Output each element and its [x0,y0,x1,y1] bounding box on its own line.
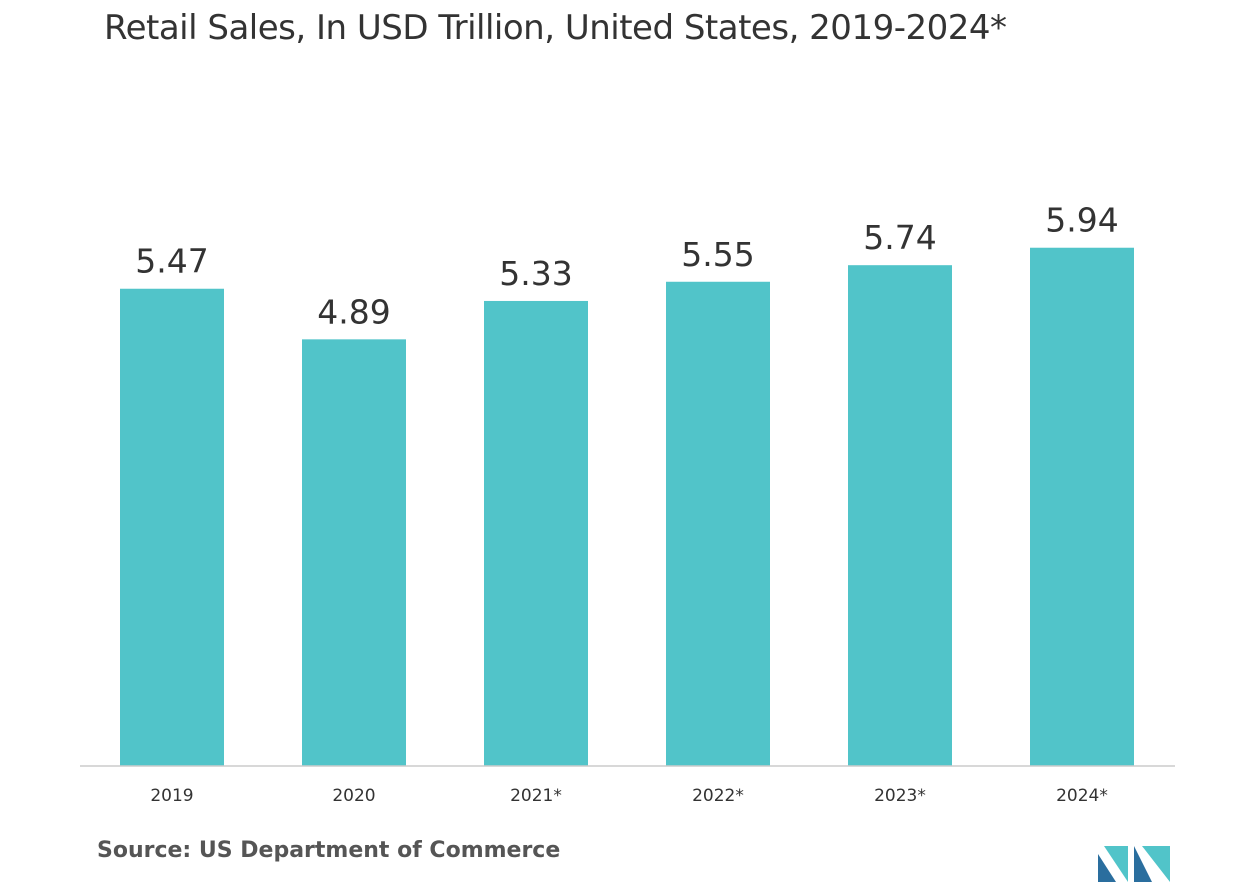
bar-2022 [666,281,770,766]
x-tick-label: 2019 [150,786,193,806]
x-tick-label: 2022* [692,786,744,806]
data-label: 5.94 [1045,201,1118,240]
company-logo-icon [1098,846,1170,882]
bar-chart: 5.47 2019 4.89 2020 5.33 2021* 5.55 2022* 5.74 20… [80,201,1175,806]
x-tick-label: 2023* [874,786,926,806]
data-label: 4.89 [317,292,390,331]
bar-2021 [484,300,588,766]
x-tick-label: 2024* [1056,786,1108,806]
data-label: 5.33 [499,254,572,293]
data-label: 5.47 [135,242,208,281]
source-note: Source: US Department of Commerce [97,838,561,863]
bar-2023 [848,265,952,766]
bar-2019 [120,288,224,766]
bar-2024 [1030,247,1134,767]
data-label: 5.74 [863,218,936,257]
x-tick-label: 2020 [332,786,375,806]
bar-2020 [302,339,406,766]
x-tick-label: 2021* [510,786,562,806]
chart-title: Retail Sales, In USD Trillion, United St… [104,8,1007,48]
data-label: 5.55 [681,235,754,274]
